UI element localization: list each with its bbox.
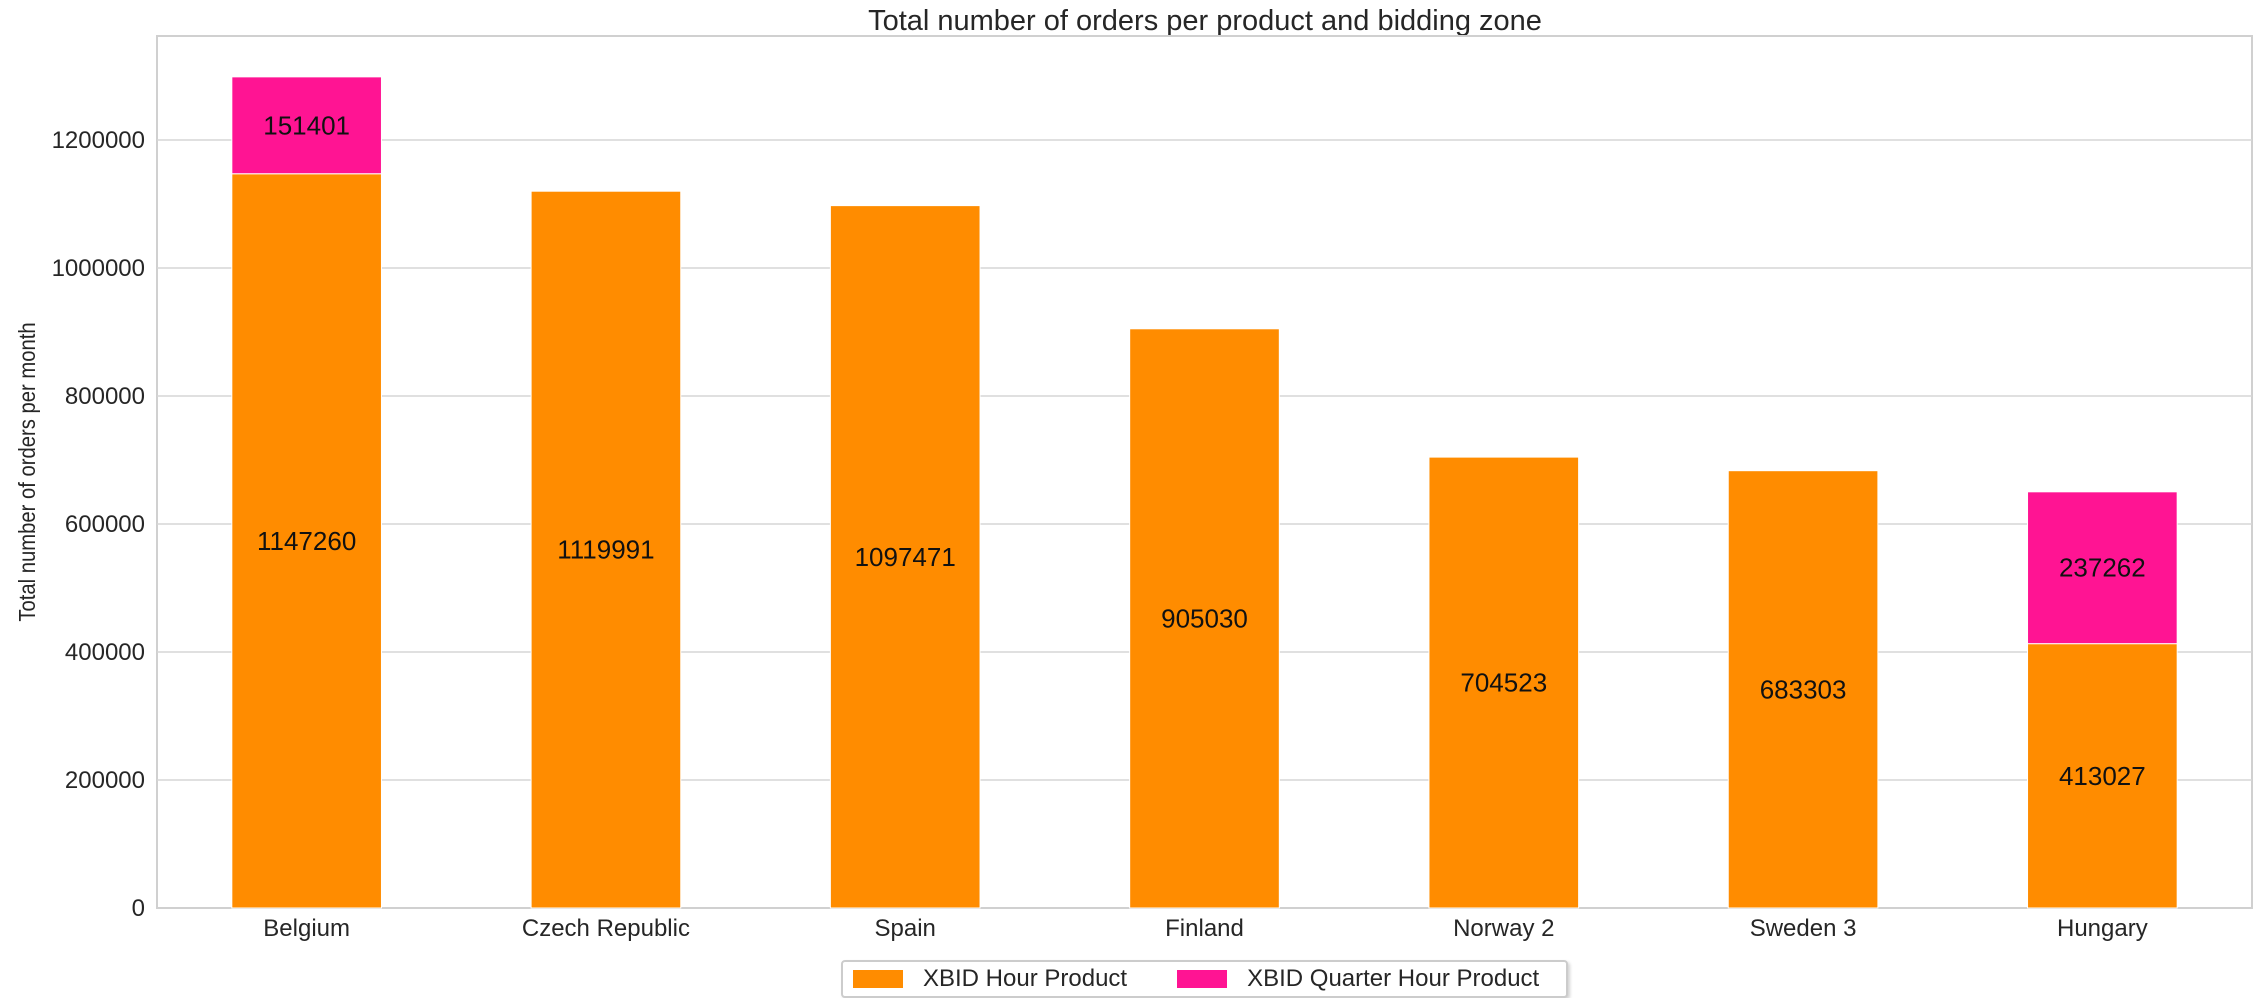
y-tick-label: 800000 [65,383,145,410]
data-label: 237262 [2059,553,2146,583]
chart-title: Total number of orders per product and b… [868,5,1542,37]
x-tick-label: Norway 2 [1453,915,1554,942]
legend-label-hour: XBID Hour Product [923,965,1128,992]
x-tick-label: Spain [875,915,936,942]
y-axis: 0 200000 400000 600000 800000 1000000 1200000 [52,127,145,922]
bar-hour-product [1727,470,1879,909]
data-label: 683303 [1760,674,1847,704]
bar-hour-product [530,190,682,909]
legend-item-hour: XBID Hour Product [853,965,1127,993]
x-tick-label: Hungary [2057,915,2148,942]
data-labels: 1147260 151401 1119991 1097471 905030 704523 6… [257,110,2146,791]
y-axis-title: Total number of orders per month [14,322,41,621]
x-axis: Belgium Czech Republic Spain Finland Norway … [263,915,2147,942]
data-label: 704523 [1460,668,1547,698]
y-tick-label: 1200000 [52,127,145,154]
data-label: 1119991 [557,535,654,565]
x-tick-label: Belgium [263,915,350,942]
data-label: 1147260 [257,526,356,556]
bars [231,76,2178,909]
legend-label-quarter-hour: XBID Quarter Hour Product [1247,965,1540,992]
bar-hour-product [2027,643,2178,909]
y-tick-label: 0 [132,895,145,922]
legend: XBID Hour Product XBID Quarter Hour Prod… [841,960,1568,998]
x-tick-label: Sweden 3 [1750,915,1857,942]
bar-quarter-hour-product [2027,491,2178,645]
legend-swatch-quarter-hour [1177,970,1228,988]
y-tick-label: 1000000 [52,255,145,282]
bar-hour-product [231,173,382,909]
y-tick-label: 400000 [65,639,145,666]
x-tick-label: Czech Republic [522,915,690,942]
grid [157,139,2252,781]
data-label: 151401 [263,110,350,140]
bar-hour-product [829,205,981,909]
x-tick-label: Finland [1165,915,1244,942]
legend-swatch-hour [853,970,903,988]
legend-item-quarter-hour: XBID Quarter Hour Product [1177,965,1539,993]
bar-hour-product [1428,456,1580,909]
y-tick-label: 200000 [65,767,145,794]
data-label: 1097471 [855,542,956,572]
data-label: 905030 [1161,603,1248,633]
bar-quarter-hour-product [231,76,382,175]
bar-hour-product [1129,328,1280,909]
y-tick-label: 600000 [65,511,145,538]
data-label: 413027 [2059,761,2146,791]
